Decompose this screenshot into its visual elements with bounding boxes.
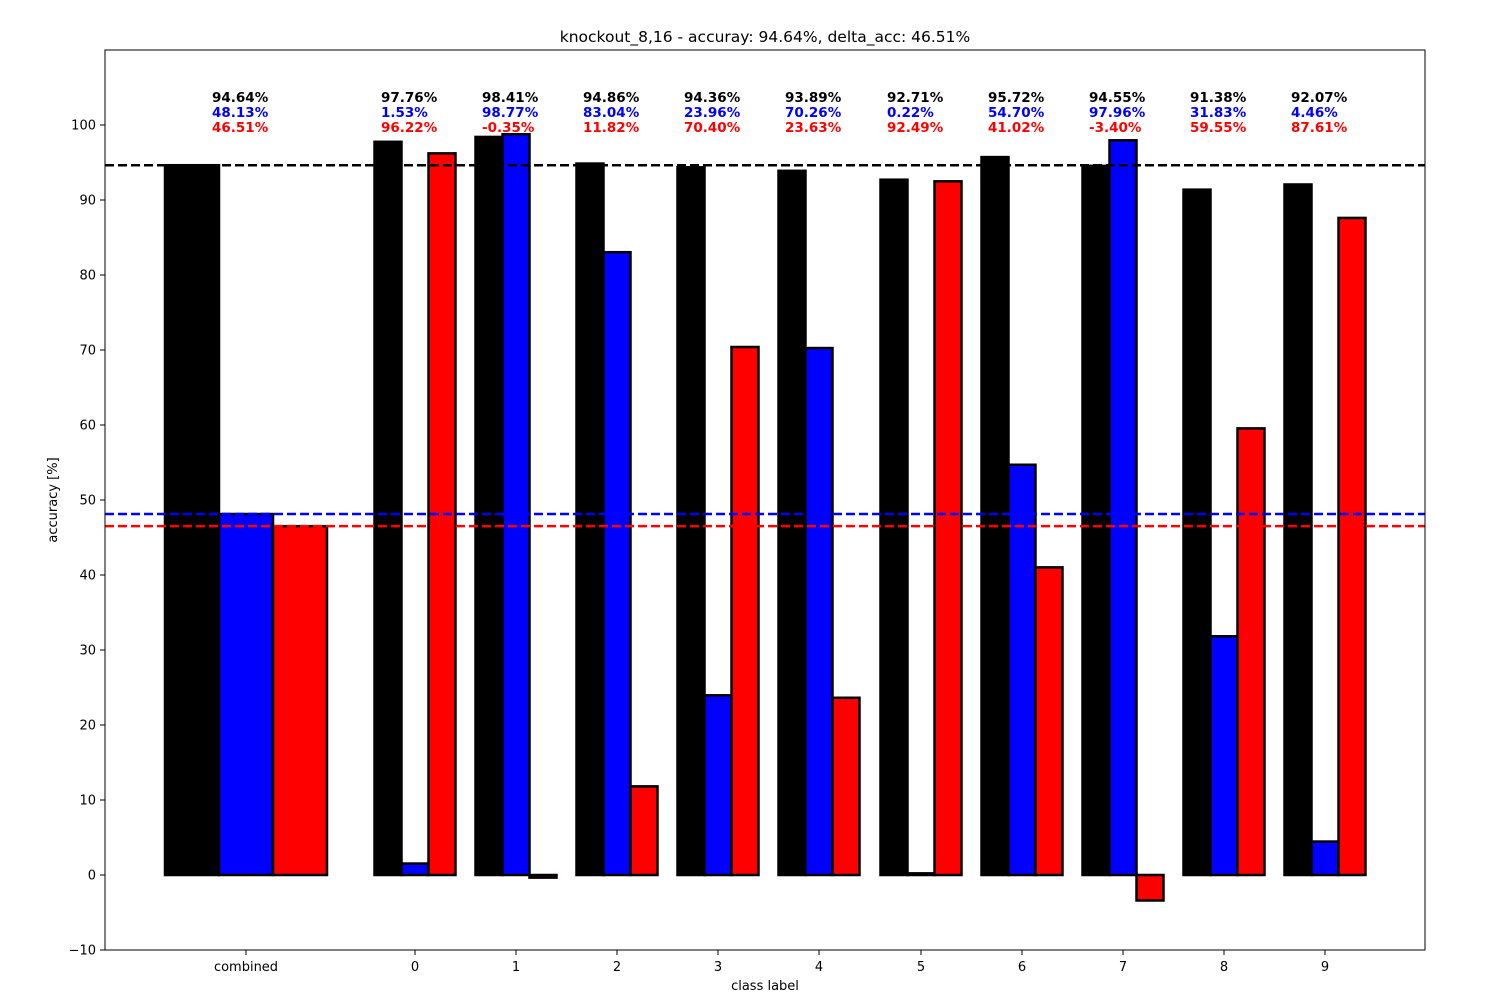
y-tick-label: 10: [79, 794, 96, 809]
bar-blue-2: [602, 250, 632, 877]
data-labels: 94.64%48.13%46.51% 97.76%1.53%96.22% 98.41…: [212, 90, 1348, 136]
bar-blue-9: [1310, 840, 1340, 877]
bar-black-6: [980, 155, 1010, 877]
bar-blue-combined: [217, 512, 275, 877]
x-tick-label-4: 4: [815, 960, 823, 975]
x-axis: combined 0 1 2 3 4 5 6 7 8 9: [214, 950, 1329, 975]
bar-blue-0: [400, 862, 430, 877]
data-label-black-6: 95.72%: [988, 90, 1045, 106]
data-label-red-9: 87.61%: [1291, 120, 1348, 136]
y-tick-label: 50: [79, 494, 96, 509]
x-tick-label-7: 7: [1119, 960, 1127, 975]
bars-layer: [163, 132, 1367, 902]
bar-black-8: [1182, 188, 1212, 877]
bar-black-3: [676, 166, 706, 877]
bar-red-7: [1135, 873, 1165, 902]
data-label-blue-2: 83.04%: [583, 105, 640, 121]
bar-red-8: [1236, 427, 1266, 877]
data-label-black-0: 97.76%: [381, 90, 438, 106]
y-axis: −10 0 10 20 30 40 50 60 70 80 90 100: [69, 119, 105, 959]
data-label-blue-3: 23.96%: [684, 105, 741, 121]
bar-black-9: [1283, 183, 1313, 877]
bar-black-4: [777, 169, 807, 877]
bar-red-1: [528, 873, 558, 879]
y-tick-label: 40: [79, 569, 96, 584]
data-label-red-3: 70.40%: [684, 120, 741, 136]
x-tick-label-8: 8: [1220, 960, 1228, 975]
x-tick-label-3: 3: [714, 960, 722, 975]
data-label-black-4: 93.89%: [785, 90, 842, 106]
x-tick-label-0: 0: [411, 960, 419, 975]
bar-black-1: [474, 135, 504, 877]
y-tick-label: 20: [79, 719, 96, 734]
chart-title: knockout_8,16 - accuray: 94.64%, delta_a…: [560, 28, 971, 47]
data-label-black-7: 94.55%: [1089, 90, 1146, 106]
bar-red-4: [831, 696, 861, 877]
data-label-blue-1: 98.77%: [482, 105, 539, 121]
data-label-red-combined: 46.51%: [212, 120, 269, 136]
bar-blue-8: [1209, 635, 1239, 877]
data-label-red-2: 11.82%: [583, 120, 640, 136]
y-tick-label: 90: [79, 194, 96, 209]
y-tick-label: 30: [79, 644, 96, 659]
bar-black-7: [1081, 164, 1111, 877]
bar-red-2: [629, 785, 659, 877]
bar-blue-4: [804, 346, 834, 877]
data-label-black-1: 98.41%: [482, 90, 539, 106]
x-tick-label-2: 2: [613, 960, 621, 975]
data-label-black-5: 92.71%: [887, 90, 944, 106]
data-label-blue-5: 0.22%: [887, 105, 934, 121]
bar-black-2: [575, 162, 605, 877]
bar-red-6: [1034, 566, 1064, 877]
x-tick-label-6: 6: [1018, 960, 1026, 975]
data-label-red-8: 59.55%: [1190, 120, 1247, 136]
bar-blue-7: [1108, 139, 1138, 877]
bar-red-combined: [271, 524, 329, 877]
y-axis-label: accuracy [%]: [46, 457, 61, 542]
data-label-black-9: 92.07%: [1291, 90, 1348, 106]
data-label-red-6: 41.02%: [988, 120, 1045, 136]
data-label-black-8: 91.38%: [1190, 90, 1247, 106]
data-label-blue-0: 1.53%: [381, 105, 428, 121]
bar-blue-6: [1007, 463, 1037, 877]
bar-black-combined: [163, 163, 221, 877]
y-tick-label: 0: [88, 869, 96, 884]
data-label-black-combined: 94.64%: [212, 90, 269, 106]
bar-red-3: [730, 345, 760, 877]
bar-blue-5: [906, 872, 936, 877]
data-label-blue-9: 4.46%: [1291, 105, 1338, 121]
data-label-blue-8: 31.83%: [1190, 105, 1247, 121]
y-tick-label: 70: [79, 344, 96, 359]
data-label-black-2: 94.86%: [583, 90, 640, 106]
x-tick-label-1: 1: [512, 960, 520, 975]
data-label-black-3: 94.36%: [684, 90, 741, 106]
y-tick-label: 60: [79, 419, 96, 434]
x-tick-label-5: 5: [917, 960, 925, 975]
bar-red-5: [933, 180, 963, 877]
y-tick-label: −10: [69, 944, 96, 959]
data-label-red-0: 96.22%: [381, 120, 438, 136]
bar-black-0: [373, 140, 403, 877]
bar-red-9: [1337, 216, 1367, 877]
y-tick-label: 100: [71, 119, 96, 134]
bar-blue-1: [501, 132, 531, 877]
x-tick-label-9: 9: [1321, 960, 1329, 975]
x-tick-label-combined: combined: [214, 960, 278, 975]
x-axis-label: class label: [731, 979, 799, 994]
bar-blue-3: [703, 694, 733, 877]
reference-lines: [105, 163, 1425, 528]
data-label-blue-4: 70.26%: [785, 105, 842, 121]
data-label-red-7: -3.40%: [1089, 120, 1142, 136]
y-tick-label: 80: [79, 269, 96, 284]
data-label-red-5: 92.49%: [887, 120, 944, 136]
data-label-red-4: 23.63%: [785, 120, 842, 136]
data-label-blue-6: 54.70%: [988, 105, 1045, 121]
data-label-blue-combined: 48.13%: [212, 105, 269, 121]
data-label-red-1: -0.35%: [482, 120, 535, 136]
data-label-blue-7: 97.96%: [1089, 105, 1146, 121]
